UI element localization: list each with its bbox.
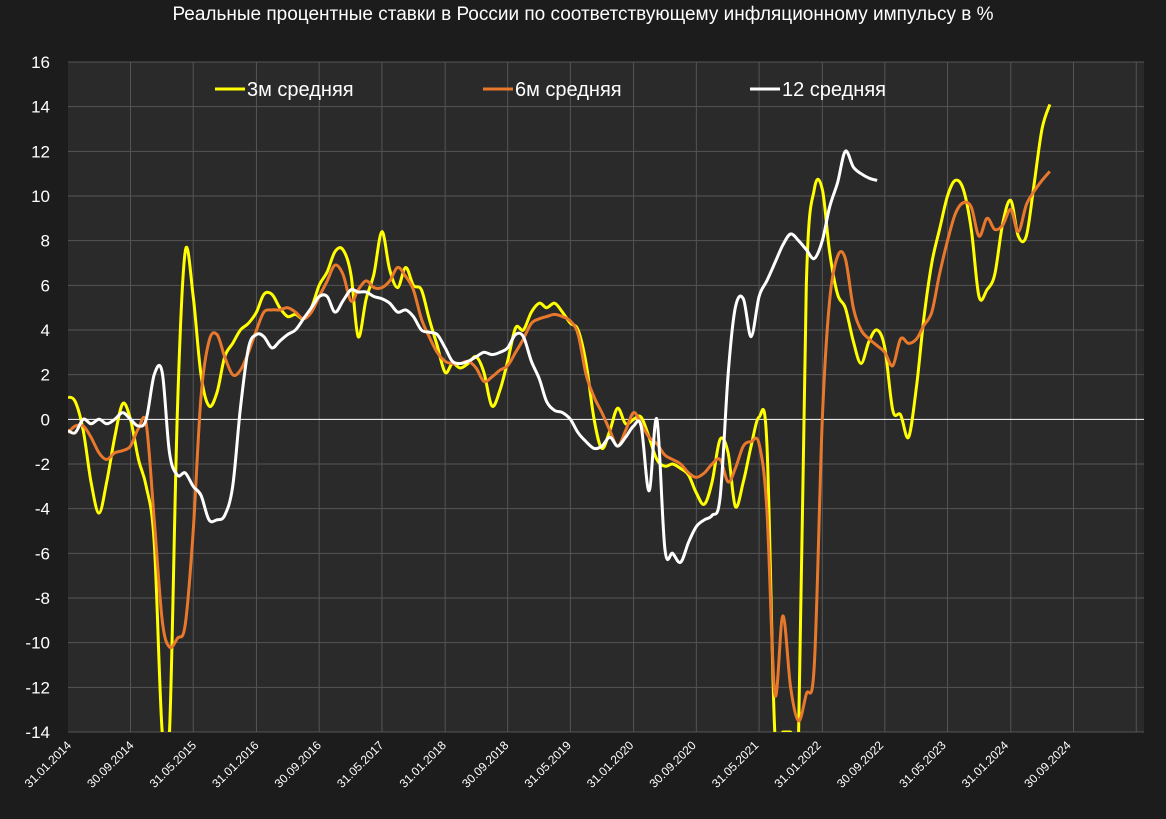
x-tick-label: 30.09.2014 xyxy=(84,738,137,791)
x-tick-label: 31.05.2017 xyxy=(334,738,387,791)
y-tick-label: 14 xyxy=(31,98,50,117)
y-tick-label: -8 xyxy=(35,589,50,608)
x-tick-label: 31.05.2023 xyxy=(896,738,949,791)
legend-label-1: 3м средняя xyxy=(247,79,354,101)
series-line-2 xyxy=(68,170,1051,723)
series-line-3 xyxy=(68,149,878,565)
y-tick-label: -10 xyxy=(25,634,50,653)
y-tick-label: -14 xyxy=(25,723,50,742)
y-tick-label: 0 xyxy=(41,410,50,429)
y-tick-label: -12 xyxy=(25,678,50,697)
x-tick-label: 30.09.2024 xyxy=(1021,738,1074,791)
plot-area xyxy=(68,62,1144,732)
x-tick-label: 31.01.2022 xyxy=(771,738,824,791)
x-tick-label: 31.01.2018 xyxy=(397,738,450,791)
y-tick-label: 6 xyxy=(41,276,50,295)
x-tick-label: 30.09.2022 xyxy=(834,738,887,791)
series-line-1 xyxy=(68,103,1052,732)
x-tick-label: 30.09.2016 xyxy=(272,738,325,791)
y-tick-label: 2 xyxy=(41,366,50,385)
x-tick-label: 30.09.2020 xyxy=(646,738,699,791)
x-tick-label: 31.01.2020 xyxy=(584,738,637,791)
x-tick-label: 31.01.2016 xyxy=(209,738,262,791)
y-tick-label: 12 xyxy=(31,142,50,161)
y-tick-label: -6 xyxy=(35,544,50,563)
chart-title: Реальные процентные ставки в России по с… xyxy=(172,4,994,25)
y-tick-label: 10 xyxy=(31,187,50,206)
x-tick-label: 31.05.2015 xyxy=(147,738,200,791)
y-tick-label: 4 xyxy=(41,321,50,340)
y-tick-label: -4 xyxy=(35,500,50,519)
y-tick-label: 8 xyxy=(41,232,50,251)
x-tick-label: 31.01.2014 xyxy=(22,738,75,791)
legend-label-2: 6м средняя xyxy=(515,79,622,101)
y-tick-label: -2 xyxy=(35,455,50,474)
y-tick-label: 16 xyxy=(31,53,50,72)
x-tick-label: 31.05.2021 xyxy=(709,738,762,791)
x-tick-label: 30.09.2018 xyxy=(459,738,512,791)
legend-label-3: 12 средняя xyxy=(782,79,886,101)
x-tick-label: 31.01.2024 xyxy=(959,738,1012,791)
x-tick-label: 31.05.2019 xyxy=(522,738,575,791)
